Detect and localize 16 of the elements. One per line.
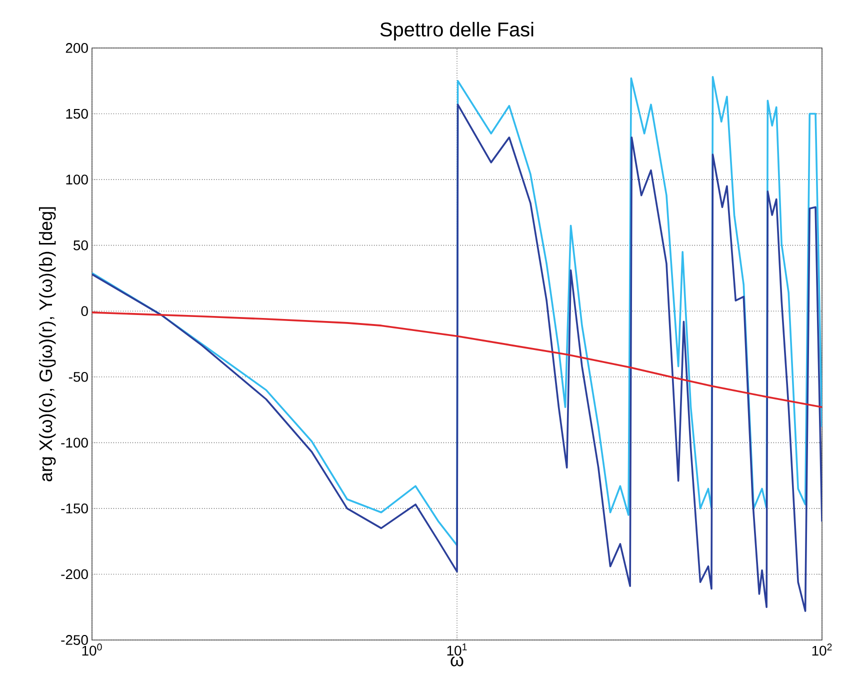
y-tick-label: -200 [61,569,88,580]
x-axis-title: ω [450,656,464,666]
x-tick-label: 10$^{0}$ [82,644,102,656]
y-tick-label: -250 [61,635,88,645]
y-tick-label: -150 [61,503,88,514]
x-tick-label: 10$^{2}$ [812,644,832,656]
x-tick-label: 10$^{1}$ [447,644,467,656]
y-tick-label: 150 [66,108,88,119]
y-tick-label: -100 [61,438,88,448]
y-tick-label: 0 [81,306,88,316]
y-tick-label: 200 [66,43,88,53]
y-tick-label: 100 [66,174,88,184]
y-tick-label: -50 [68,372,88,382]
chart-title: Spettro delle Fasi [380,22,534,40]
y-tick-label: 50 [74,240,88,250]
y-axis-title: arg X(ω)(c), G(jω)(r), Y(ω)(b) [deg] [38,207,56,482]
